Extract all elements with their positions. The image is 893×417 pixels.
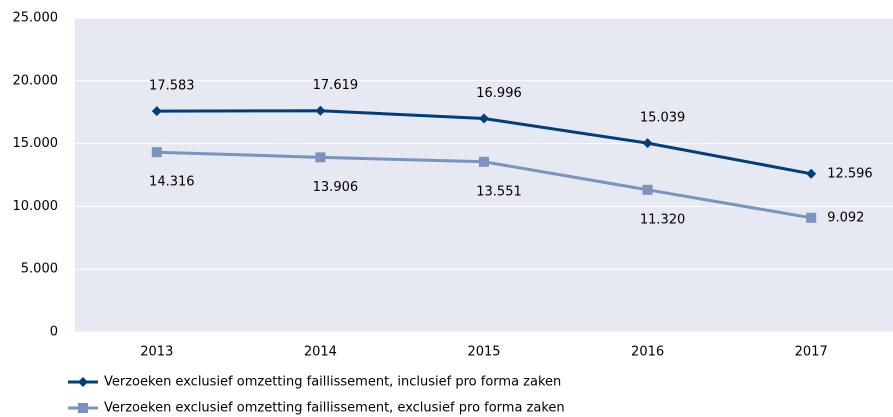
data-label: 15.039 [640, 111, 686, 126]
data-label: 9.092 [827, 210, 864, 225]
data-point [315, 105, 326, 116]
data-label: 14.316 [149, 175, 195, 190]
data-point [806, 212, 817, 223]
data-point [642, 184, 653, 195]
y-tick-label: 5.000 [21, 262, 58, 277]
legend-label: Verzoeken exclusief omzetting faillissem… [104, 401, 565, 416]
y-tick-label: 10.000 [13, 199, 59, 214]
y-tick-label: 20.000 [13, 73, 59, 88]
data-point [315, 152, 326, 163]
data-label: 11.320 [640, 212, 686, 227]
x-tick-label: 2015 [467, 345, 500, 360]
data-label: 13.906 [313, 180, 359, 195]
x-tick-label: 2017 [795, 345, 828, 360]
x-tick-label: 2014 [304, 345, 337, 360]
x-tick-label: 2016 [631, 345, 664, 360]
data-label: 12.596 [827, 166, 873, 181]
data-point [151, 147, 162, 158]
data-point [151, 106, 162, 117]
data-point [479, 156, 489, 167]
y-tick-label: 0 [50, 325, 58, 340]
data-label: 17.583 [149, 79, 195, 94]
x-tick-label: 2013 [140, 345, 173, 360]
y-tick-label: 15.000 [13, 136, 59, 151]
data-label: 17.619 [313, 78, 359, 93]
data-label: 13.551 [476, 184, 522, 199]
data-point [479, 113, 489, 124]
legend-marker [78, 377, 88, 387]
data-label: 16.996 [476, 86, 522, 101]
y-tick-label: 25.000 [13, 11, 59, 26]
legend-label: Verzoeken exclusief omzetting faillissem… [104, 375, 561, 390]
legend-marker [78, 403, 88, 413]
data-point [642, 138, 653, 149]
data-point [806, 168, 817, 179]
plot-area [75, 18, 893, 332]
